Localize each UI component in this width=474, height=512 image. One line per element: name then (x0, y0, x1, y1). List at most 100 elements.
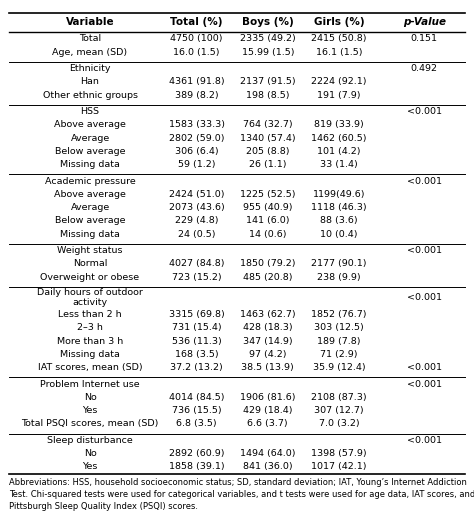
Text: Above average: Above average (54, 120, 126, 130)
Text: 736 (15.5): 736 (15.5) (172, 406, 221, 415)
Text: 238 (9.9): 238 (9.9) (317, 273, 361, 282)
Text: Missing data: Missing data (60, 350, 120, 359)
Text: Ethnicity: Ethnicity (69, 64, 111, 73)
Text: Test. Chi-squared tests were used for categorical variables, and t tests were us: Test. Chi-squared tests were used for ca… (9, 490, 474, 499)
Text: Pittsburgh Sleep Quality Index (PSQI) scores.: Pittsburgh Sleep Quality Index (PSQI) sc… (9, 502, 199, 511)
Text: Variable: Variable (66, 17, 114, 28)
Text: 24 (0.5): 24 (0.5) (178, 230, 216, 239)
Text: IAT scores, mean (SD): IAT scores, mean (SD) (38, 363, 142, 372)
Text: 723 (15.2): 723 (15.2) (172, 273, 221, 282)
Text: Above average: Above average (54, 190, 126, 199)
Text: 1118 (46.3): 1118 (46.3) (311, 203, 367, 212)
Text: 2415 (50.8): 2415 (50.8) (311, 34, 367, 43)
Text: 0.151: 0.151 (411, 34, 438, 43)
Text: 33 (1.4): 33 (1.4) (320, 160, 358, 169)
Text: Daily hours of outdoor
activity: Daily hours of outdoor activity (37, 288, 143, 307)
Text: 88 (3.6): 88 (3.6) (320, 217, 358, 225)
Text: 1462 (60.5): 1462 (60.5) (311, 134, 367, 142)
Text: 16.0 (1.5): 16.0 (1.5) (173, 48, 220, 56)
Text: 4027 (84.8): 4027 (84.8) (169, 260, 225, 268)
Text: 4750 (100): 4750 (100) (171, 34, 223, 43)
Text: 2892 (60.9): 2892 (60.9) (169, 449, 225, 458)
Text: 4361 (91.8): 4361 (91.8) (169, 77, 225, 86)
Text: 205 (8.8): 205 (8.8) (246, 147, 290, 156)
Text: <0.001: <0.001 (407, 363, 442, 372)
Text: 1340 (57.4): 1340 (57.4) (240, 134, 296, 142)
Text: 2108 (87.3): 2108 (87.3) (311, 393, 367, 402)
Text: Other ethnic groups: Other ethnic groups (43, 91, 137, 99)
Text: 1494 (64.0): 1494 (64.0) (240, 449, 296, 458)
Text: 955 (40.9): 955 (40.9) (243, 203, 292, 212)
Text: Missing data: Missing data (60, 230, 120, 239)
Text: Boys (%): Boys (%) (242, 17, 294, 28)
Text: 1017 (42.1): 1017 (42.1) (311, 462, 367, 472)
Text: 2–3 h: 2–3 h (77, 324, 103, 332)
Text: 485 (20.8): 485 (20.8) (243, 273, 292, 282)
Text: Average: Average (71, 134, 109, 142)
Text: Overweight or obese: Overweight or obese (40, 273, 140, 282)
Text: <0.001: <0.001 (407, 177, 442, 185)
Text: 191 (7.9): 191 (7.9) (317, 91, 361, 99)
Text: Age, mean (SD): Age, mean (SD) (53, 48, 128, 56)
Text: Normal: Normal (73, 260, 107, 268)
Text: No: No (84, 449, 96, 458)
Text: 307 (12.7): 307 (12.7) (314, 406, 364, 415)
Text: 1858 (39.1): 1858 (39.1) (169, 462, 225, 472)
Text: 1463 (62.7): 1463 (62.7) (240, 310, 296, 319)
Text: 1852 (76.7): 1852 (76.7) (311, 310, 367, 319)
Text: 1225 (52.5): 1225 (52.5) (240, 190, 296, 199)
Text: <0.001: <0.001 (407, 379, 442, 389)
Text: Weight status: Weight status (57, 246, 123, 255)
Text: Less than 2 h: Less than 2 h (58, 310, 122, 319)
Text: 1850 (79.2): 1850 (79.2) (240, 260, 296, 268)
Text: 229 (4.8): 229 (4.8) (175, 217, 219, 225)
Text: <0.001: <0.001 (407, 293, 442, 302)
Text: 4014 (84.5): 4014 (84.5) (169, 393, 225, 402)
Text: 168 (3.5): 168 (3.5) (175, 350, 219, 359)
Text: 101 (4.2): 101 (4.2) (317, 147, 361, 156)
Text: Girls (%): Girls (%) (314, 17, 364, 28)
Text: Problem Internet use: Problem Internet use (40, 379, 140, 389)
Text: 10 (0.4): 10 (0.4) (320, 230, 358, 239)
Text: <0.001: <0.001 (407, 436, 442, 445)
Text: p-Value: p-Value (403, 17, 446, 28)
Text: 3315 (69.8): 3315 (69.8) (169, 310, 225, 319)
Text: 1583 (33.3): 1583 (33.3) (169, 120, 225, 130)
Text: 37.2 (13.2): 37.2 (13.2) (170, 363, 223, 372)
Text: 7.0 (3.2): 7.0 (3.2) (319, 419, 359, 429)
Text: 2335 (49.2): 2335 (49.2) (240, 34, 296, 43)
Text: 429 (18.4): 429 (18.4) (243, 406, 292, 415)
Text: Average: Average (71, 203, 109, 212)
Text: 389 (8.2): 389 (8.2) (175, 91, 219, 99)
Text: 347 (14.9): 347 (14.9) (243, 336, 292, 346)
Text: 26 (1.1): 26 (1.1) (249, 160, 287, 169)
Text: 35.9 (12.4): 35.9 (12.4) (312, 363, 365, 372)
Text: 841 (36.0): 841 (36.0) (243, 462, 292, 472)
Text: 14 (0.6): 14 (0.6) (249, 230, 287, 239)
Text: 189 (7.8): 189 (7.8) (317, 336, 361, 346)
Text: 764 (32.7): 764 (32.7) (243, 120, 292, 130)
Text: 59 (1.2): 59 (1.2) (178, 160, 216, 169)
Text: Below average: Below average (55, 217, 125, 225)
Text: 1199(49.6): 1199(49.6) (313, 190, 365, 199)
Text: 141 (6.0): 141 (6.0) (246, 217, 290, 225)
Text: Abbreviations: HSS, household socioeconomic status; SD, standard deviation; IAT,: Abbreviations: HSS, household socioecono… (9, 478, 467, 487)
Text: No: No (84, 393, 96, 402)
Text: 819 (33.9): 819 (33.9) (314, 120, 364, 130)
Text: 2224 (92.1): 2224 (92.1) (311, 77, 367, 86)
Text: 71 (2.9): 71 (2.9) (320, 350, 358, 359)
Text: 428 (18.3): 428 (18.3) (243, 324, 292, 332)
Text: 38.5 (13.9): 38.5 (13.9) (241, 363, 294, 372)
Text: 6.8 (3.5): 6.8 (3.5) (176, 419, 217, 429)
Text: 97 (4.2): 97 (4.2) (249, 350, 287, 359)
Text: 0.492: 0.492 (411, 64, 438, 73)
Text: 536 (11.3): 536 (11.3) (172, 336, 221, 346)
Text: 15.99 (1.5): 15.99 (1.5) (242, 48, 294, 56)
Text: HSS: HSS (81, 107, 100, 116)
Text: <0.001: <0.001 (407, 246, 442, 255)
Text: Han: Han (81, 77, 100, 86)
Text: 6.6 (3.7): 6.6 (3.7) (247, 419, 288, 429)
Text: 1906 (81.6): 1906 (81.6) (240, 393, 296, 402)
Text: 198 (8.5): 198 (8.5) (246, 91, 290, 99)
Text: Yes: Yes (82, 406, 98, 415)
